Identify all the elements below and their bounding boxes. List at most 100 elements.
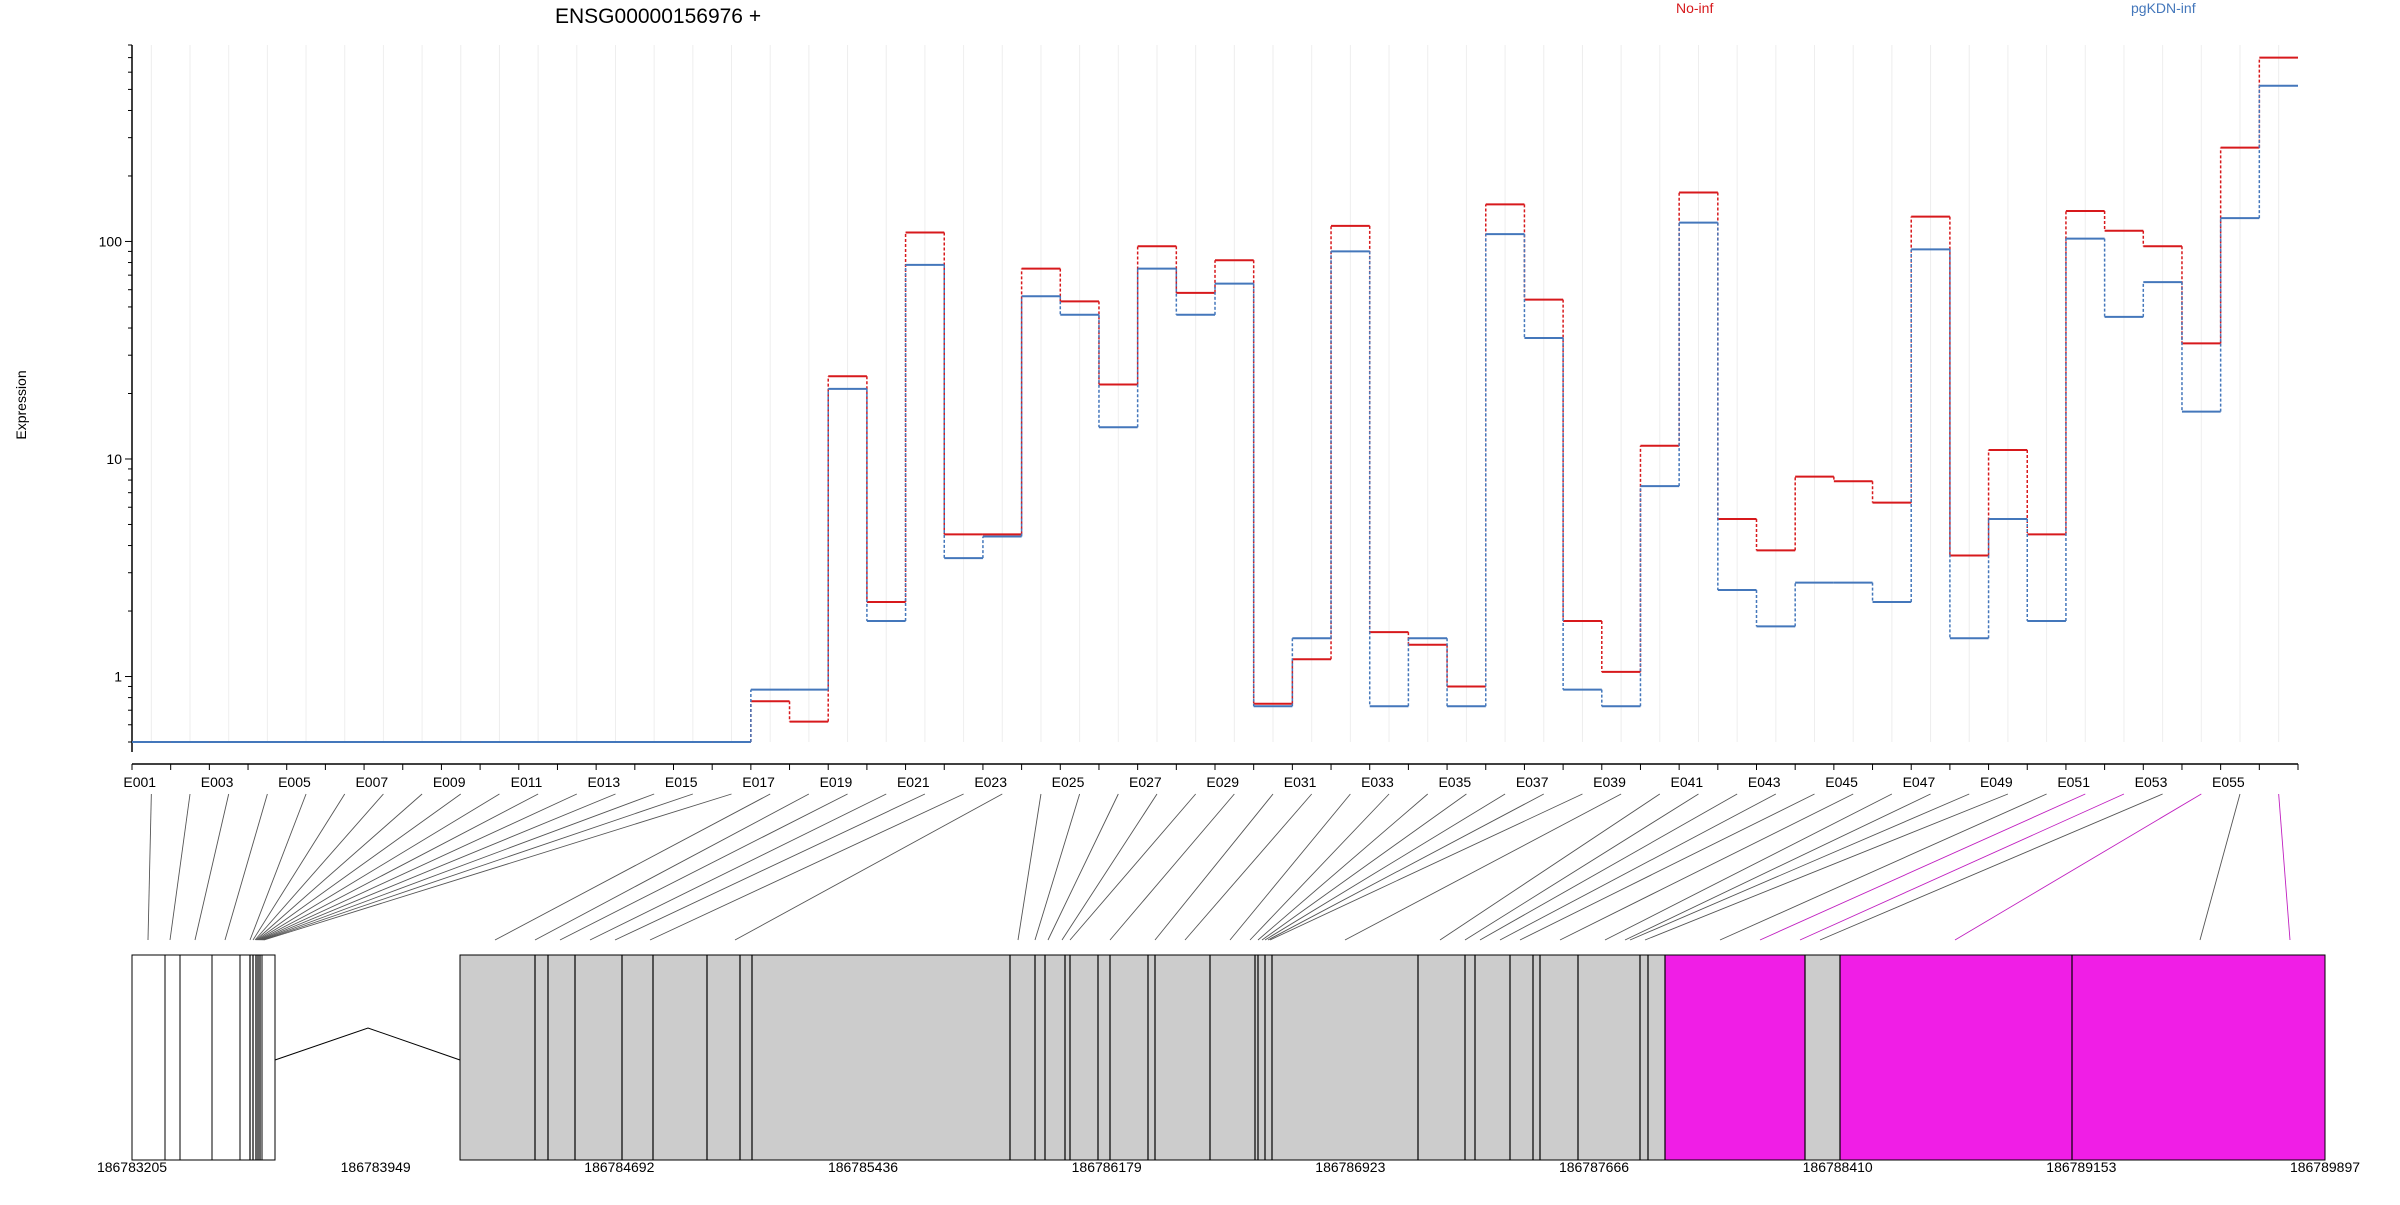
exon-connector xyxy=(1070,794,1196,940)
exon-connector xyxy=(148,794,151,940)
exon-connector xyxy=(735,794,1002,940)
exon-connector xyxy=(253,794,345,940)
genomic-coordinate-label: 186785436 xyxy=(828,1159,898,1175)
x-tick-label: E001 xyxy=(123,774,156,790)
y-tick-label: 100 xyxy=(99,233,123,249)
exon-connector xyxy=(1250,794,1389,940)
exon-block xyxy=(212,955,240,1160)
y-axis-label: Expression xyxy=(13,370,29,439)
series-layer xyxy=(132,58,2298,742)
x-tick-label: E015 xyxy=(665,774,698,790)
series-no-inf xyxy=(132,58,2298,742)
x-tick-label: E023 xyxy=(974,774,1007,790)
x-tick-label: E027 xyxy=(1129,774,1162,790)
intron-line xyxy=(275,1028,460,1060)
exon-connector xyxy=(560,794,848,940)
x-tick-label: E047 xyxy=(1903,774,1936,790)
x-tick-label: E031 xyxy=(1284,774,1317,790)
exon-block xyxy=(1840,955,2072,1160)
exon-block xyxy=(262,955,275,1160)
x-tick-label: E009 xyxy=(433,774,466,790)
genomic-coordinate-label: 186783205 xyxy=(97,1159,167,1175)
exon-connector xyxy=(250,794,306,940)
connector-layer xyxy=(148,794,2290,940)
y-tick-label: 10 xyxy=(106,451,122,467)
x-tick-label: E035 xyxy=(1438,774,1471,790)
exon-connector xyxy=(256,794,422,940)
exon-block xyxy=(1805,955,1840,1160)
genomic-coordinate-label: 186786179 xyxy=(1072,1159,1142,1175)
exon-connector xyxy=(1062,794,1157,940)
x-tick-label: E045 xyxy=(1825,774,1858,790)
exon-connector xyxy=(1018,794,1041,940)
legend-no-inf: No-inf xyxy=(1676,0,1713,16)
y-tick-label: 1 xyxy=(114,669,122,685)
x-tick-label: E021 xyxy=(897,774,930,790)
x-tick-label: E011 xyxy=(511,774,543,790)
x-tick-label: E053 xyxy=(2135,774,2168,790)
genomic-coordinate-label: 186788410 xyxy=(1803,1159,1873,1175)
genomic-coordinate-label: 186789153 xyxy=(2046,1159,2116,1175)
exon-block xyxy=(460,955,1665,1160)
x-tick-label: E019 xyxy=(820,774,853,790)
exon-block xyxy=(240,955,250,1160)
x-tick-label: E037 xyxy=(1516,774,1549,790)
exon-connector xyxy=(1270,794,1582,940)
exon-connector xyxy=(590,794,886,940)
exon-block xyxy=(1665,955,1805,1160)
exon-block xyxy=(180,955,212,1160)
genomic-coordinate-label: 186789897 xyxy=(2290,1159,2360,1175)
legend-pgkdn-inf: pgKDN-inf xyxy=(2131,0,2196,16)
x-tick-label: E033 xyxy=(1361,774,1394,790)
x-tick-label: E005 xyxy=(278,774,311,790)
exon-connector xyxy=(1035,794,1080,940)
exon-connector xyxy=(258,794,499,940)
exon-connector xyxy=(170,794,190,940)
exon-connector xyxy=(495,794,770,940)
exon-connector xyxy=(1345,794,1621,940)
chart-title: ENSG00000156976 + xyxy=(555,5,761,28)
x-tick-label: E003 xyxy=(201,774,234,790)
genomic-coordinate-label: 186784692 xyxy=(584,1159,654,1175)
genomic-coordinate-label: 186783949 xyxy=(341,1159,411,1175)
exon-connector xyxy=(1520,794,1815,940)
exon-connector xyxy=(1465,794,1698,940)
exon-connector xyxy=(1630,794,1969,940)
exon-connector xyxy=(2200,794,2240,940)
exon-connector xyxy=(2279,794,2290,940)
exon-connector xyxy=(650,794,964,940)
exon-connector xyxy=(1268,794,1544,940)
x-tick-label: E007 xyxy=(355,774,388,790)
exon-connector xyxy=(1625,794,1931,940)
x-tick-label: E025 xyxy=(1052,774,1085,790)
exon-connector xyxy=(263,794,693,940)
x-tick-label: E039 xyxy=(1593,774,1626,790)
exon-connector xyxy=(225,794,267,940)
x-tick-label: E051 xyxy=(2057,774,2090,790)
x-tick-label: E055 xyxy=(2212,774,2245,790)
gene-model: 186783205 186783949 186784692 186785436 1867… xyxy=(97,955,2360,1175)
exon-connector xyxy=(535,794,809,940)
exon-connector xyxy=(1265,794,1505,940)
x-tick-label: E043 xyxy=(1748,774,1781,790)
exon-block xyxy=(165,955,180,1160)
exon-connector xyxy=(261,794,615,940)
exon-connector xyxy=(262,794,654,940)
exon-connector xyxy=(1720,794,2047,940)
exon-block xyxy=(2072,955,2325,1160)
exon-connector xyxy=(1440,794,1660,940)
exon-connector xyxy=(255,794,383,940)
x-tick-label: E017 xyxy=(742,774,775,790)
genomic-coordinate-label: 186786923 xyxy=(1315,1159,1385,1175)
genomic-coordinate-label: 186787666 xyxy=(1559,1159,1629,1175)
exon-block xyxy=(132,955,165,1160)
exon-connector xyxy=(195,794,229,940)
x-tick-label: E049 xyxy=(1980,774,2013,790)
x-tick-label: E041 xyxy=(1671,774,1704,790)
exon-connector xyxy=(1500,794,1776,940)
exon-connector xyxy=(1048,794,1118,940)
exon-connector xyxy=(1258,794,1428,940)
